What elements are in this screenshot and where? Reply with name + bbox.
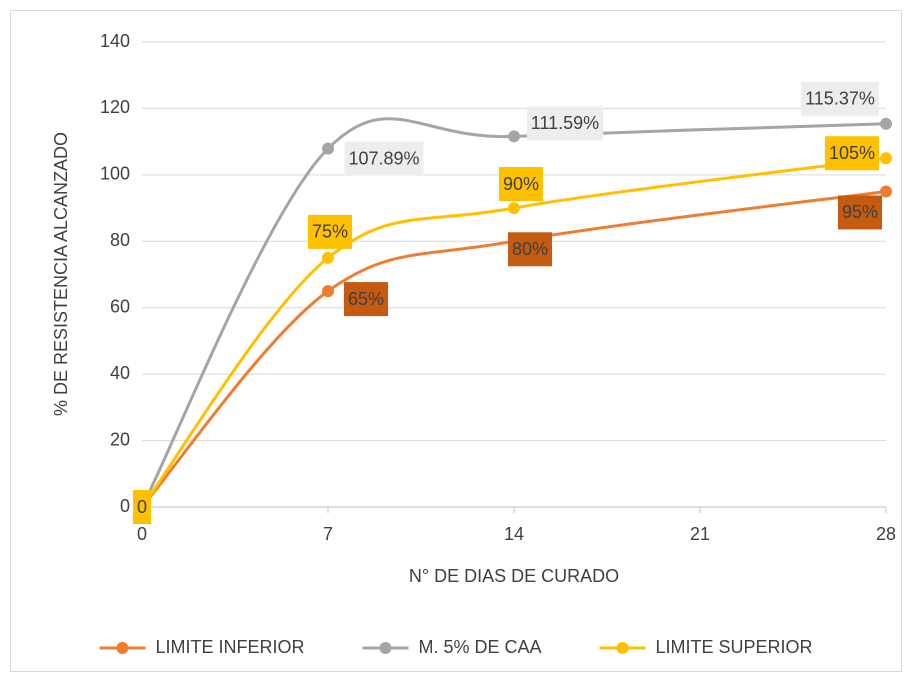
data-label: 0 xyxy=(137,497,147,517)
legend-swatch-marker xyxy=(116,642,129,654)
data-label: 95% xyxy=(842,202,878,222)
data-point xyxy=(880,185,892,198)
data-point xyxy=(880,117,892,130)
data-point xyxy=(508,130,520,143)
legend-swatch-marker xyxy=(379,642,392,654)
data-point xyxy=(322,285,334,298)
data-label: 111.59% xyxy=(531,113,599,133)
y-tick-label: 60 xyxy=(110,296,130,316)
data-label-box xyxy=(801,81,879,116)
data-label: 107.89% xyxy=(348,148,419,168)
data-label: 115.37% xyxy=(805,89,875,109)
x-tick-label: 0 xyxy=(137,524,147,544)
data-label-box xyxy=(344,141,424,176)
x-tick-label: 21 xyxy=(690,524,710,544)
data-label: 105% xyxy=(829,143,875,163)
legend-swatch-marker xyxy=(616,642,629,654)
data-point xyxy=(322,142,334,155)
series-line xyxy=(140,189,888,509)
y-tick-label: 120 xyxy=(100,97,130,117)
y-tick-label: 100 xyxy=(100,164,130,184)
labels-layer: 65% 80% 95% 107.89% 111.59% 115.37% 0 75% 90% 105… xyxy=(99,81,883,657)
series-line xyxy=(140,117,888,509)
data-point xyxy=(322,251,334,264)
data-label-box xyxy=(343,282,389,317)
data-label-box xyxy=(307,214,353,249)
data-label: 65% xyxy=(348,289,384,309)
y-tick-label: 140 xyxy=(100,31,130,51)
y-tick-label: 80 xyxy=(110,230,130,250)
x-axis-title: N° DE DIAS DE CURADO xyxy=(409,566,619,586)
data-label-box xyxy=(507,232,553,267)
x-tick-label: 7 xyxy=(323,524,333,544)
legend-label: LIMITE SUPERIOR xyxy=(656,637,813,657)
data-label: 80% xyxy=(512,239,548,259)
data-label: 90% xyxy=(503,174,539,194)
chart-border xyxy=(10,10,902,672)
data-point xyxy=(880,152,892,165)
data-label-box xyxy=(132,490,152,524)
x-tick-label: 14 xyxy=(504,524,524,544)
series-line xyxy=(140,156,888,509)
data-point xyxy=(508,202,520,215)
y-tick-label: 20 xyxy=(110,429,130,449)
y-tick-label: 40 xyxy=(110,363,130,383)
legend-label: M. 5% DE CAA xyxy=(418,637,541,657)
y-tick-label: 0 xyxy=(120,496,130,516)
data-label: 75% xyxy=(312,222,348,242)
data-label-box xyxy=(837,195,883,230)
x-tick-label: 28 xyxy=(876,524,896,544)
legend-label: LIMITE INFERIOR xyxy=(155,637,304,657)
y-axis-title: % DE RESISTENCIA ALCANZADO xyxy=(51,132,71,416)
data-label-box xyxy=(824,136,880,171)
data-label-box xyxy=(498,167,544,202)
data-label-box xyxy=(526,106,604,141)
